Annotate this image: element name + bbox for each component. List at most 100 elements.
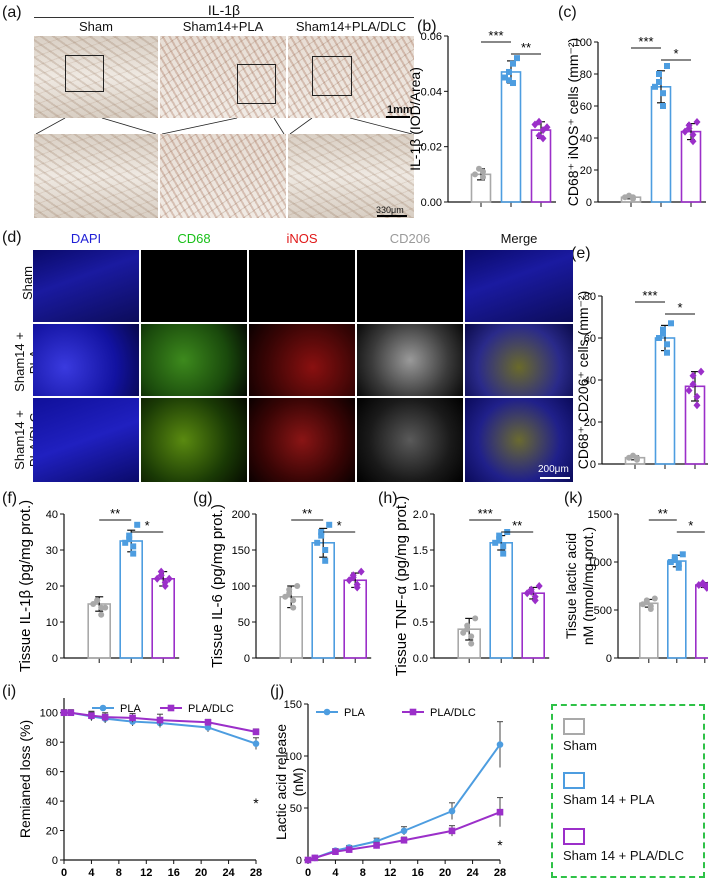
data-point: [510, 80, 516, 87]
y-tick-label: 50: [290, 803, 302, 815]
data-point: [472, 171, 478, 178]
y-tick-label: 100: [284, 751, 302, 763]
significance-label: **: [302, 506, 312, 521]
data-point: [290, 597, 297, 604]
series-line-pla-dlc: [307, 811, 501, 861]
data-point: [161, 578, 169, 587]
y-tick-label: 0.00: [421, 197, 442, 209]
data-point: [703, 582, 708, 590]
y-tick-label: 50: [238, 617, 250, 629]
bar-sham14-pla: [119, 540, 143, 659]
data-point: [252, 728, 260, 736]
data-point: [500, 543, 507, 550]
data-point: [165, 574, 173, 583]
ihc-pla-high-mag: [160, 134, 286, 218]
data-point: [60, 709, 68, 717]
data-point: [527, 585, 535, 594]
data-point: [699, 579, 707, 588]
x-tick-label: 16: [412, 867, 424, 879]
data-point: [98, 611, 105, 618]
scalebar: [386, 116, 410, 118]
data-point: [345, 576, 353, 585]
data-point: [492, 539, 499, 546]
data-point: [630, 452, 636, 459]
data-point: [689, 380, 697, 389]
significance-label: ***: [642, 288, 657, 303]
fluor-tile-merge-row3: [465, 398, 573, 482]
fluor-tile-dapi-row1: [33, 250, 139, 322]
bar-sham14-pla-dlc: [530, 129, 552, 203]
y-tick-label: 10: [46, 617, 58, 629]
x-tick-label: 12: [384, 867, 396, 879]
data-point: [130, 543, 137, 550]
data-point: [353, 580, 361, 589]
data-point: [460, 629, 467, 636]
significance-label: *: [688, 518, 693, 533]
y-tick-label: 1500: [588, 509, 612, 521]
y-axis-label: CD68⁺ iNOS⁺ cells (mm⁻²): [565, 38, 581, 206]
significance-label: *: [145, 518, 150, 533]
data-point: [664, 63, 670, 69]
scalebar: [377, 215, 407, 217]
y-axis-label: IL-1β (IOD/Area): [407, 67, 423, 171]
panel-d-col-cd206: CD206: [389, 231, 431, 246]
legend-item-pladlc: [563, 828, 591, 845]
panel-label-b: (b): [417, 18, 437, 35]
fluor-scalebar-label: 200μm: [538, 464, 569, 475]
data-point: [400, 827, 408, 835]
data-point: [660, 90, 666, 97]
y-tick-label: 20: [46, 581, 58, 593]
data-point: [535, 117, 543, 126]
x-tick-label: 16: [168, 867, 180, 879]
data-point: [101, 713, 109, 721]
data-point: [697, 367, 705, 376]
fluor-tile-cd68-row1: [141, 250, 247, 322]
legend-swatch-pladlc: [563, 828, 585, 845]
significance-label: **: [658, 506, 668, 521]
panel-label-i: (i): [2, 683, 17, 700]
fluor-tile-inos-row3: [249, 398, 355, 482]
fluor-tile-cd206-row1: [357, 250, 463, 322]
data-point: [294, 583, 301, 589]
y-tick-label: 0.04: [421, 86, 442, 98]
data-point: [656, 79, 662, 85]
legend-swatch-pla: [563, 772, 585, 789]
significance-label: **: [512, 518, 522, 533]
y-tick-label: 30: [46, 545, 58, 557]
data-point: [667, 559, 674, 565]
x-tick-label: 24: [222, 867, 235, 879]
y-axis-label: (nM): [290, 768, 306, 797]
legend-marker: [99, 704, 107, 712]
y-tick-label: 20: [46, 826, 58, 838]
data-point: [345, 846, 353, 853]
data-point: [502, 74, 508, 81]
legend-marker: [167, 704, 175, 712]
data-point: [660, 330, 666, 337]
data-point: [318, 529, 325, 535]
ihc-sham-high-mag: [34, 134, 158, 218]
y-tick-label: 60: [46, 767, 58, 779]
data-point: [322, 547, 329, 553]
data-point: [685, 386, 693, 395]
x-tick-label: 0: [61, 867, 67, 879]
bar-sham: [87, 603, 111, 659]
data-point: [656, 71, 662, 77]
y-axis-label: Lactic acid release: [273, 724, 289, 840]
panel-label-j: (j): [270, 683, 285, 700]
y-tick-label: 2.0: [413, 509, 428, 521]
panel-label-c: (c): [558, 4, 577, 21]
y-tick-label: 0: [244, 653, 250, 665]
data-point: [476, 165, 482, 172]
significance-label: *: [677, 300, 682, 315]
data-point: [129, 714, 136, 722]
data-point: [157, 567, 165, 576]
data-point: [204, 724, 212, 731]
significance-label: **: [521, 40, 531, 55]
data-point: [153, 574, 161, 583]
chart-j: 0 50 100 150 0 4 8 12 16 20 24 28 Lactic acid releas…: [273, 699, 506, 879]
bar-sham14-pla: [654, 337, 676, 465]
chart-i: 0 20 40 60 80 100 0 4 8 12 16 20 24 28 Remianed loss (…: [17, 698, 262, 879]
data-point: [311, 854, 319, 862]
